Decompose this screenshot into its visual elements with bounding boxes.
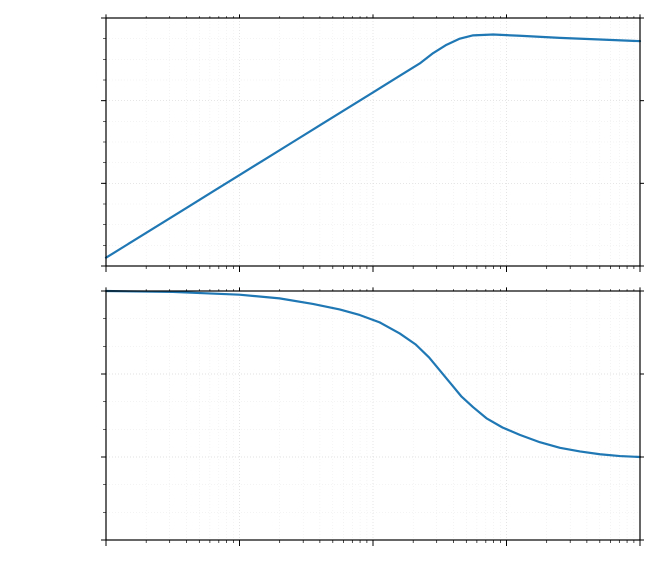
- phase-panel: [101, 287, 644, 546]
- magnitude-panel: [101, 14, 644, 272]
- bode-plot-container: [0, 0, 663, 587]
- bode-plot-svg: [0, 0, 663, 582]
